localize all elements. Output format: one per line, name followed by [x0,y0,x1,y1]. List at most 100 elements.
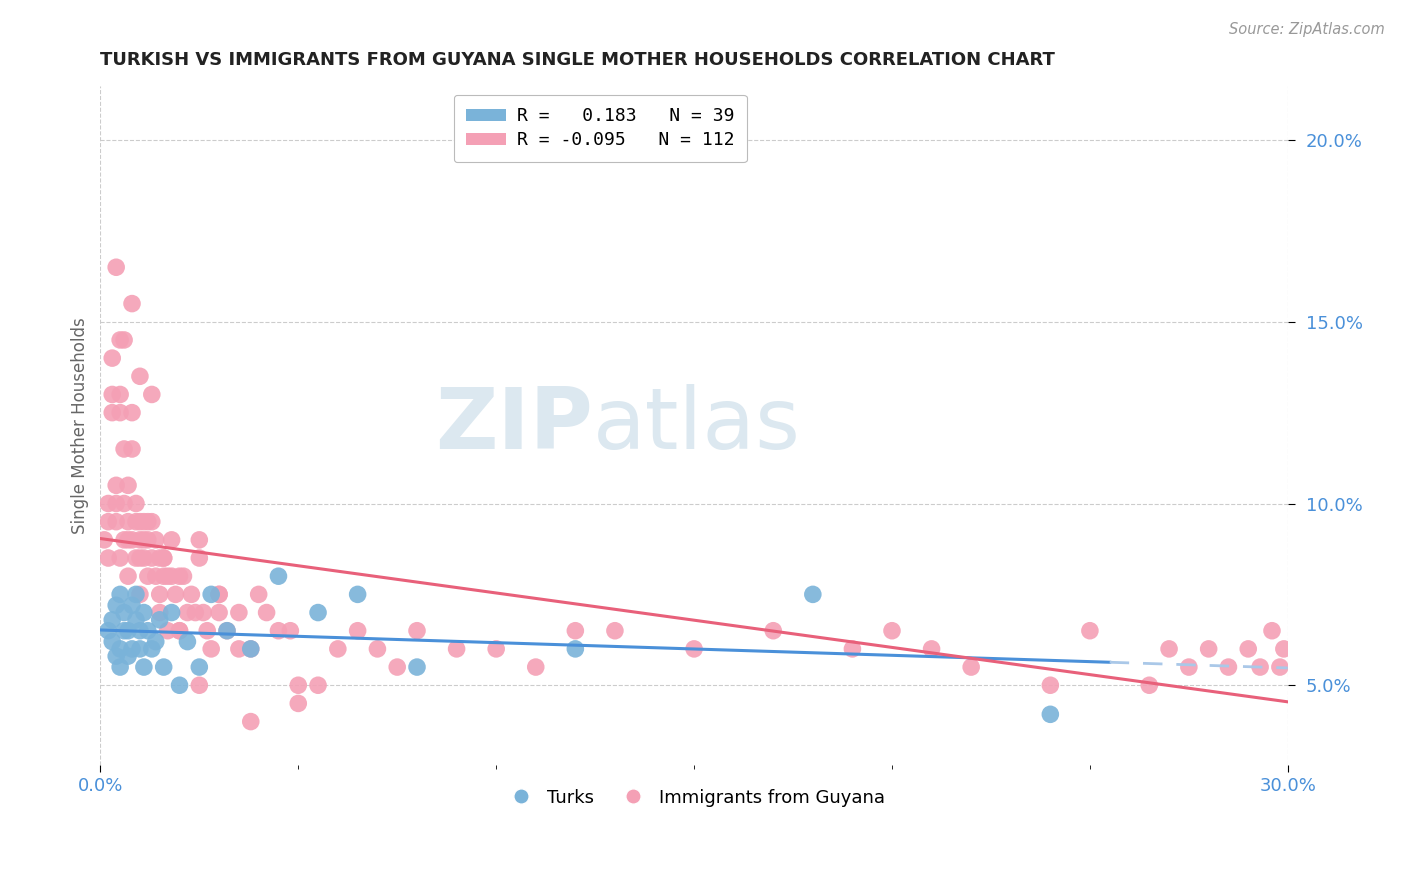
Point [406,660,429,674]
Point [184,606,207,620]
Point [105,515,128,529]
Point [125,587,148,601]
Point [121,442,143,456]
Point [112,333,135,347]
Point [117,515,139,529]
Point [117,478,139,492]
Point [129,533,152,547]
Point [132,660,155,674]
Point [215,624,238,638]
Point [105,260,128,275]
Point [101,406,124,420]
Point [156,569,179,583]
Point [117,649,139,664]
Point [108,406,131,420]
Point [156,624,179,638]
Point [406,624,429,638]
Point [1157,641,1180,656]
Point [160,569,183,583]
Point [366,641,388,656]
Point [97,515,120,529]
Point [121,533,143,547]
Point [145,634,167,648]
Point [141,551,163,566]
Point [1137,678,1160,692]
Point [165,587,187,601]
Point [193,606,215,620]
Point [112,442,135,456]
Point [169,624,191,638]
Point [841,641,863,656]
Point [215,624,238,638]
Point [136,624,159,638]
Point [208,587,231,601]
Point [105,599,128,613]
Point [208,587,231,601]
Point [762,624,785,638]
Text: atlas: atlas [593,384,801,467]
Point [267,569,290,583]
Point [172,569,194,583]
Point [141,387,163,401]
Point [188,533,211,547]
Point [446,641,468,656]
Point [152,551,174,566]
Point [108,660,131,674]
Point [141,515,163,529]
Point [280,624,302,638]
Point [129,641,152,656]
Point [1039,678,1062,692]
Text: TURKISH VS IMMIGRANTS FROM GUYANA SINGLE MOTHER HOUSEHOLDS CORRELATION CHART: TURKISH VS IMMIGRANTS FROM GUYANA SINGLE… [100,51,1056,69]
Point [1039,707,1062,722]
Point [112,624,135,638]
Point [239,714,262,729]
Point [1261,624,1284,638]
Point [564,641,586,656]
Point [346,624,368,638]
Point [239,641,262,656]
Point [101,613,124,627]
Point [97,496,120,510]
Point [145,569,167,583]
Point [105,496,128,510]
Point [101,387,124,401]
Point [129,551,152,566]
Point [307,606,329,620]
Point [1078,624,1101,638]
Point [125,613,148,627]
Point [105,478,128,492]
Point [1272,641,1295,656]
Point [149,551,172,566]
Point [287,678,309,692]
Point [112,533,135,547]
Point [880,624,903,638]
Point [97,624,120,638]
Point [200,641,222,656]
Point [160,606,183,620]
Point [149,587,172,601]
Point [180,587,202,601]
Point [121,296,143,310]
Point [160,533,183,547]
Point [1178,660,1201,674]
Point [132,606,155,620]
Point [152,569,174,583]
Point [960,660,983,674]
Point [200,587,222,601]
Point [132,515,155,529]
Point [149,606,172,620]
Point [121,599,143,613]
Point [108,333,131,347]
Point [195,624,218,638]
Point [129,515,152,529]
Point [326,641,349,656]
Point [239,641,262,656]
Point [125,551,148,566]
Point [101,634,124,648]
Point [387,660,409,674]
Point [132,533,155,547]
Point [247,587,270,601]
Point [188,551,211,566]
Point [112,606,135,620]
Point [108,387,131,401]
